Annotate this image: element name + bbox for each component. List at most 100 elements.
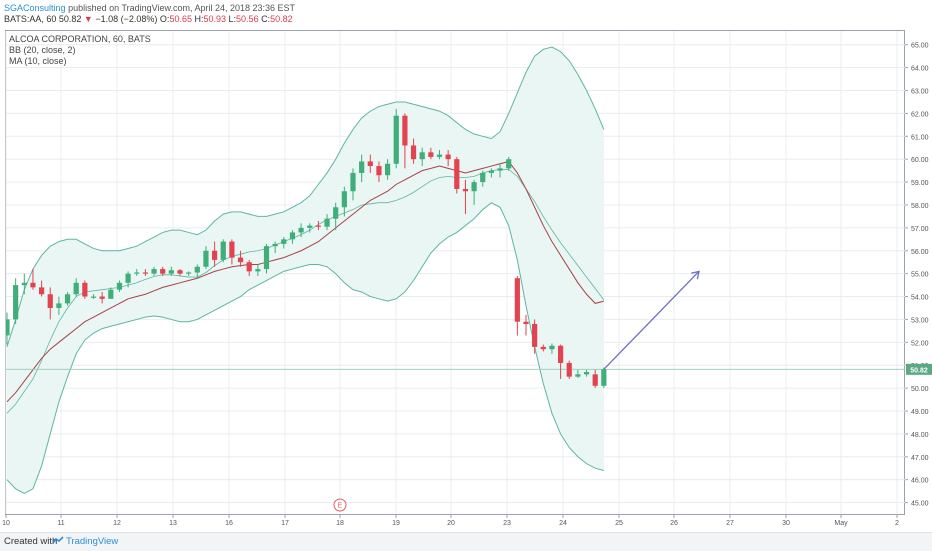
candle-down — [462, 188, 469, 192]
candle-up — [307, 225, 313, 228]
candle-up — [333, 207, 339, 219]
candle-up — [186, 272, 192, 274]
candle-down — [237, 257, 244, 263]
y-tick-label: 58.00 — [911, 203, 929, 210]
candle-up — [56, 303, 62, 308]
candle-up — [497, 168, 503, 171]
x-tick-label: 20 — [447, 520, 455, 527]
y-tick-label: 49.00 — [911, 409, 929, 416]
candle-down — [540, 346, 546, 350]
candle-up — [419, 152, 425, 160]
candle-down — [142, 272, 148, 274]
x-tick-label: 13 — [169, 520, 177, 527]
footer-bar: Created with TradingView — [0, 532, 932, 551]
candle-down — [592, 374, 598, 386]
candle-down — [246, 262, 252, 272]
change-arrow-icon: ▼ — [83, 14, 93, 24]
candle-down — [160, 269, 166, 274]
candle-up — [13, 285, 19, 320]
low-value: 50.56 — [236, 14, 259, 24]
y-tick-label: 55.00 — [911, 272, 929, 279]
y-tick-label: 61.00 — [911, 134, 929, 141]
candle-down — [445, 154, 451, 160]
chart-header: SGAConsulting published on TradingView.c… — [0, 0, 932, 30]
y-tick-label: 56.00 — [911, 249, 929, 256]
bollinger-band-fill — [7, 47, 604, 494]
candle-up — [220, 241, 226, 260]
x-tick-label: 11 — [57, 520, 64, 527]
close-label: C: — [261, 14, 271, 24]
author-link[interactable]: SGAConsulting — [4, 3, 66, 13]
candle-up — [341, 191, 347, 208]
candle-down — [39, 287, 45, 295]
candle-up — [359, 161, 365, 173]
candle-down — [47, 294, 53, 308]
y-tick-label: 64.00 — [911, 66, 929, 73]
close-value: 50.82 — [270, 14, 293, 24]
candle-up — [64, 294, 71, 304]
earnings-event-marker — [333, 498, 347, 512]
candle-up — [21, 282, 27, 286]
high-label: H: — [194, 14, 204, 24]
candle-down — [177, 270, 183, 274]
earnings-event-label: E — [338, 503, 343, 510]
candle-up — [324, 218, 330, 227]
legend-bb[interactable]: BB (20, close, 2) — [9, 45, 76, 55]
candle-down — [454, 159, 460, 189]
candle-up — [263, 246, 270, 270]
candle-down — [514, 278, 520, 322]
y-tick-label: 60.00 — [911, 157, 929, 164]
high-value: 50.93 — [203, 14, 227, 24]
candle-up — [134, 272, 140, 274]
x-tick-label: 26 — [670, 520, 678, 527]
candle-down — [402, 115, 408, 146]
y-tick-label: 65.00 — [911, 43, 929, 50]
candle-up — [350, 172, 356, 192]
candle-down — [315, 225, 321, 227]
symbol-info: BATS:AA, 60 — [4, 14, 57, 24]
candle-down — [229, 241, 235, 258]
candle-up — [298, 227, 304, 233]
candle-up — [393, 115, 399, 164]
x-tick-label: 23 — [503, 520, 511, 527]
y-tick-label: 50.00 — [911, 386, 929, 393]
candle-up — [73, 282, 79, 295]
candle-up — [549, 345, 555, 350]
created-with-text: Created with — [4, 536, 58, 547]
bollinger-lower-line — [6, 202, 604, 494]
candle-up — [151, 269, 157, 274]
tradingview-brand-link[interactable]: TradingView — [66, 536, 119, 547]
chart-legend: ALCOA CORPORATION, 60, BATS BB (20, clos… — [9, 34, 151, 67]
moving-average-line — [6, 160, 604, 403]
candle-down — [558, 345, 564, 363]
candle-up — [575, 374, 581, 377]
x-tick-label: 17 — [281, 520, 289, 527]
candle-up — [116, 282, 123, 290]
candle-down — [212, 250, 218, 260]
tradingview-logo-icon[interactable] — [52, 536, 64, 546]
candle-up — [480, 172, 486, 183]
last-price-tag-label: 50.82 — [910, 367, 928, 374]
x-tick-label: 16 — [225, 520, 233, 527]
candle-down — [82, 282, 88, 297]
candle-down — [376, 166, 382, 176]
y-tick-label: 47.00 — [911, 455, 929, 462]
legend-ma[interactable]: MA (10, close) — [9, 56, 67, 66]
x-tick-label: 12 — [113, 520, 121, 527]
y-tick-label: 63.00 — [911, 89, 929, 96]
candle-up — [506, 159, 512, 169]
x-tick-label: 30 — [782, 520, 790, 527]
x-tick-label: 25 — [615, 520, 623, 527]
low-label: L: — [228, 14, 237, 24]
legend-symbol[interactable]: ALCOA CORPORATION, 60, BATS — [9, 34, 151, 44]
y-tick-label: 46.00 — [911, 478, 929, 485]
candle-up — [6, 319, 10, 336]
y-tick-label: 54.00 — [911, 295, 929, 302]
candle-up — [583, 372, 590, 375]
published-text: published on TradingView.com, April 24, … — [68, 3, 296, 13]
candle-down — [367, 161, 373, 167]
price-chart[interactable]: 45.0046.0047.0048.0049.0050.0051.0052.00… — [0, 0, 932, 532]
candle-up — [125, 273, 131, 283]
candle-up — [255, 269, 261, 272]
open-value: 50.65 — [169, 14, 192, 24]
